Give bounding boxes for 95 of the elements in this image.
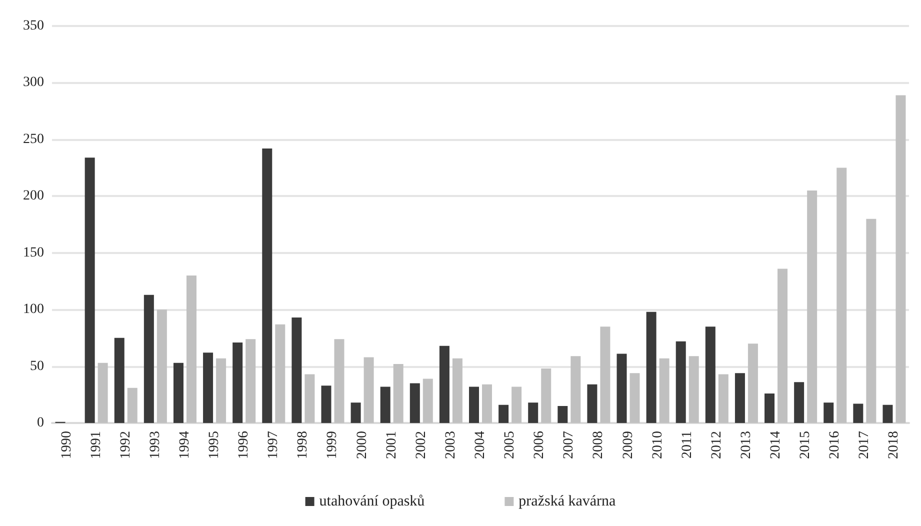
bar <box>764 394 775 423</box>
bar <box>275 324 286 423</box>
x-tick-label: 1992 <box>118 431 134 459</box>
x-tick-label: 1993 <box>148 431 163 459</box>
bar <box>469 386 479 423</box>
x-tick-label: 2016 <box>828 431 843 459</box>
bar <box>866 218 876 423</box>
x-tick-label: 2010 <box>650 431 666 459</box>
x-tick-label: 2013 <box>738 431 754 459</box>
bar <box>246 339 256 423</box>
y-tick-label: 200 <box>23 188 44 204</box>
bar <box>410 383 420 423</box>
bar <box>114 338 124 423</box>
x-tick-label: 1990 <box>59 431 74 459</box>
bar <box>84 158 95 423</box>
x-tick-label: 2000 <box>354 431 370 459</box>
bar <box>836 168 847 423</box>
x-tick-label: 2003 <box>443 431 458 459</box>
bar <box>512 386 522 423</box>
x-tick-label: 1997 <box>266 431 282 459</box>
y-tick-label: 100 <box>23 302 44 318</box>
bar <box>232 342 243 423</box>
bar <box>630 373 640 423</box>
x-tick-label: 1999 <box>325 431 340 459</box>
bar <box>292 318 302 423</box>
bar <box>173 362 184 423</box>
bar <box>350 402 361 423</box>
x-tick-label: 2012 <box>709 431 724 459</box>
bar <box>896 95 906 423</box>
bar <box>646 312 656 423</box>
y-tick-label: 250 <box>23 132 44 147</box>
x-tick-label: 2002 <box>414 431 429 459</box>
bar <box>824 402 834 423</box>
bar <box>304 374 315 423</box>
x-tick-label: 2004 <box>473 431 488 459</box>
y-tick-label: 350 <box>23 18 44 34</box>
bar <box>498 404 509 423</box>
x-tick-label: 2011 <box>680 431 695 458</box>
bar <box>778 268 788 423</box>
x-tick-label: 1994 <box>177 431 192 459</box>
x-tick-label: 2008 <box>591 431 606 459</box>
bar <box>718 374 728 423</box>
bar <box>439 346 450 423</box>
legend-label: pražská kavárna <box>518 494 616 510</box>
bar <box>482 384 492 423</box>
bar <box>393 364 404 423</box>
bar <box>144 294 154 423</box>
bar <box>748 344 758 423</box>
bar <box>203 352 214 423</box>
bar <box>262 148 272 423</box>
x-tick-label: 2001 <box>384 431 400 459</box>
bar <box>321 386 332 423</box>
x-tick-label: 1996 <box>236 431 252 459</box>
x-tick-label: 2007 <box>562 431 577 459</box>
x-tick-label: 2006 <box>532 431 548 459</box>
bar <box>186 276 196 423</box>
bar <box>688 356 699 423</box>
x-tick-label: 2018 <box>886 431 902 459</box>
bar <box>587 384 598 423</box>
bar <box>807 190 818 423</box>
bar <box>794 382 804 423</box>
x-tick-label: 1991 <box>88 431 104 459</box>
bar <box>334 339 344 423</box>
bar <box>216 358 226 423</box>
bar <box>705 326 716 423</box>
bar <box>570 356 581 423</box>
x-tick-label: 2014 <box>768 431 784 459</box>
bar <box>734 373 745 423</box>
bar <box>452 358 462 423</box>
bar <box>882 404 893 423</box>
x-tick-label: 2005 <box>502 431 518 459</box>
y-tick-label: 0 <box>37 416 44 430</box>
x-tick-label: 2017 <box>857 431 872 459</box>
bar <box>380 386 390 423</box>
bar <box>422 378 433 423</box>
bar <box>600 326 610 423</box>
bar <box>98 362 108 423</box>
x-tick-label: 2015 <box>798 431 814 459</box>
bar <box>616 354 627 423</box>
y-tick-label: 50 <box>30 358 44 374</box>
legend-label: utahování opasků <box>319 494 426 510</box>
bar <box>127 388 138 423</box>
x-tick-label: 2009 <box>620 431 636 459</box>
x-tick-label: 1995 <box>207 431 222 459</box>
bar <box>676 341 686 423</box>
bar <box>364 357 374 423</box>
y-tick-label: 300 <box>23 75 44 90</box>
bar <box>853 404 864 423</box>
bar <box>156 310 167 423</box>
bar <box>659 358 670 423</box>
x-tick-label: 1998 <box>296 431 311 459</box>
bar <box>528 402 538 423</box>
bar <box>541 368 552 423</box>
y-tick-label: 150 <box>23 245 44 260</box>
bar <box>558 406 568 423</box>
